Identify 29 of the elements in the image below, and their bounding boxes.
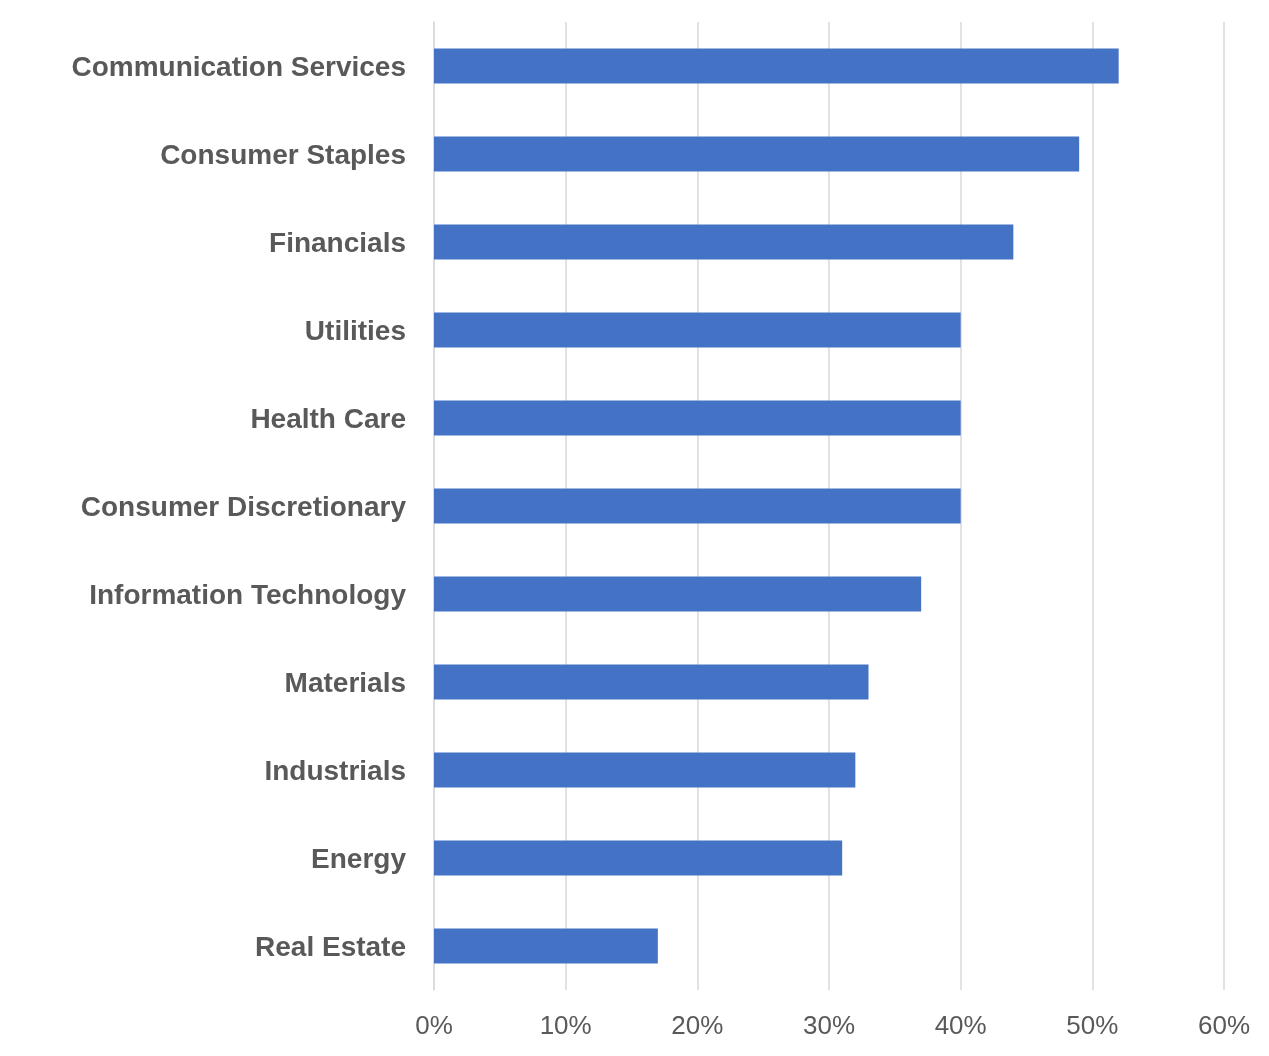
bar (434, 488, 961, 524)
y-tick-label: Communication Services (71, 50, 406, 82)
bar (434, 928, 658, 964)
y-tick-label: Financials (269, 226, 406, 258)
x-tick-label: 0% (415, 1010, 453, 1040)
x-tick-label: 20% (671, 1010, 724, 1040)
y-tick-label: Utilities (304, 314, 406, 346)
y-tick-label: Industrials (264, 754, 406, 786)
y-tick-label: Consumer Discretionary (80, 490, 407, 522)
bar (434, 312, 961, 348)
bar (434, 840, 843, 876)
y-tick-label: Consumer Staples (160, 138, 406, 170)
bar (434, 400, 961, 436)
bar (434, 576, 922, 612)
x-tick-label: 50% (1066, 1010, 1119, 1040)
y-tick-label: Materials (284, 666, 406, 698)
y-tick-label: Energy (311, 842, 407, 874)
bar (434, 224, 1014, 260)
y-tick-label: Real Estate (255, 930, 406, 962)
y-tick-label: Information Technology (89, 578, 407, 610)
x-tick-label: 30% (802, 1010, 856, 1040)
bar (434, 752, 856, 788)
x-tick-label: 40% (934, 1010, 987, 1040)
x-tick-label: 60% (1197, 1010, 1251, 1040)
bar (434, 48, 1119, 84)
bar (434, 136, 1080, 172)
x-tick-label: 10% (539, 1010, 592, 1040)
bar (434, 664, 869, 700)
y-tick-label: Health Care (250, 402, 406, 434)
